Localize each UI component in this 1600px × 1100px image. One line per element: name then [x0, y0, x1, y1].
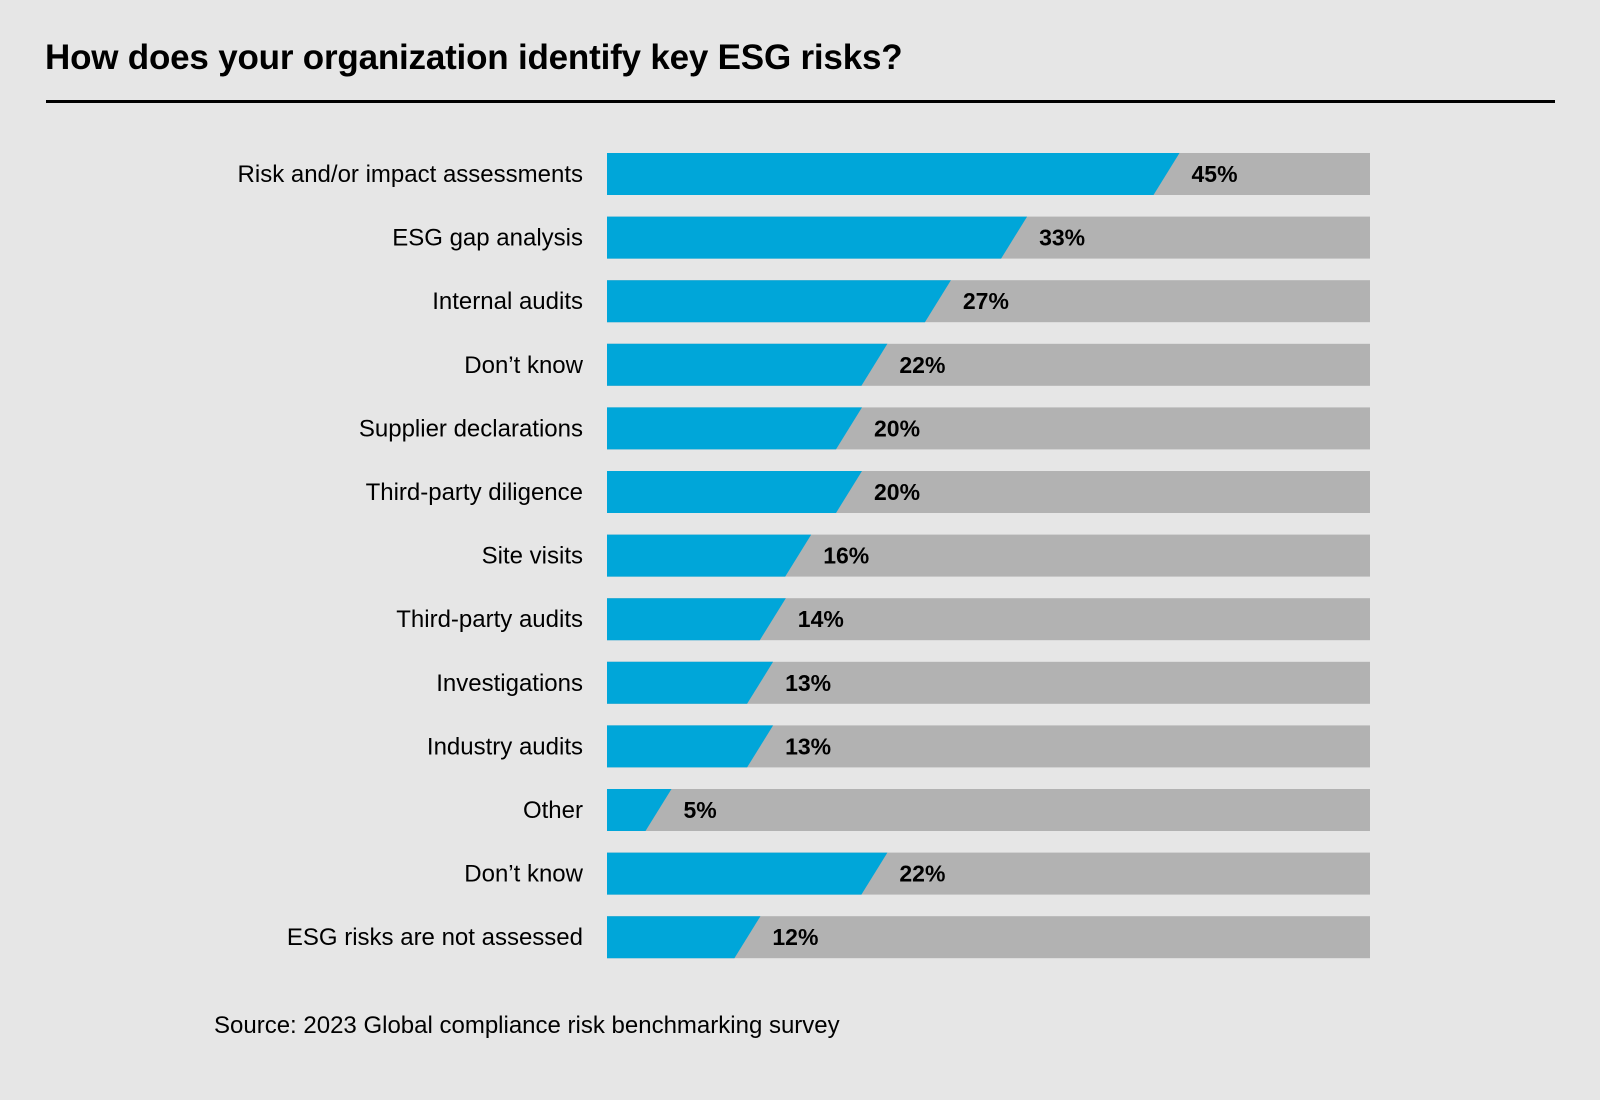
chart-title: How does your organization identify key … — [45, 38, 903, 77]
value-label: 20% — [874, 415, 920, 441]
bar — [607, 153, 1180, 195]
value-label: 45% — [1192, 161, 1238, 187]
bar — [607, 343, 888, 386]
category-label: Risk and/or impact assessments — [238, 161, 583, 188]
category-label: Supplier declarations — [359, 415, 583, 442]
value-label: 5% — [684, 797, 717, 823]
bar — [607, 407, 862, 450]
value-label: 22% — [899, 352, 945, 378]
bar — [607, 725, 774, 768]
value-label: 12% — [772, 924, 818, 950]
bar — [607, 534, 812, 577]
bar-row: Risk and/or impact assessments 45% — [238, 153, 1370, 195]
value-label: 16% — [823, 543, 869, 569]
bar — [607, 789, 672, 831]
bar-row: Don’t know 22% — [464, 343, 1370, 386]
bar-row: Third-party audits 14% — [396, 598, 1370, 641]
category-label: Third-party audits — [396, 606, 583, 633]
value-label: 14% — [798, 606, 844, 632]
value-label: 33% — [1039, 225, 1085, 251]
bar-row: Third-party diligence 20% — [366, 471, 1370, 513]
bar-track — [607, 789, 1370, 831]
category-label: Third-party diligence — [366, 479, 583, 506]
bar-row: ESG risks are not assessed 12% — [287, 916, 1370, 959]
bar — [607, 661, 774, 704]
category-label: ESG risks are not assessed — [287, 924, 583, 951]
bar-row: Site visits 16% — [482, 534, 1370, 577]
category-label: Investigations — [436, 670, 583, 697]
bar-row: Industry audits 13% — [427, 725, 1370, 768]
title-divider — [46, 100, 1555, 103]
value-label: 20% — [874, 479, 920, 505]
category-label: Industry audits — [427, 733, 583, 760]
category-label: Internal audits — [432, 288, 583, 315]
bar — [607, 280, 951, 323]
bar — [607, 216, 1028, 259]
category-label: Site visits — [482, 543, 583, 570]
bar-row: Investigations 13% — [436, 661, 1370, 704]
value-label: 27% — [963, 288, 1009, 314]
bar-row: Internal audits 27% — [432, 280, 1370, 323]
bar — [607, 598, 786, 641]
value-label: 22% — [899, 861, 945, 887]
source-note: Source: 2023 Global compliance risk benc… — [214, 1012, 840, 1039]
category-label: Other — [523, 797, 583, 824]
value-label: 13% — [785, 670, 831, 696]
category-label: ESG gap analysis — [392, 225, 583, 252]
bar — [607, 916, 761, 959]
bar-row: ESG gap analysis 33% — [392, 216, 1370, 259]
category-label: Don’t know — [464, 861, 583, 888]
bar-row: Don’t know 22% — [464, 852, 1370, 895]
bar-row: Supplier declarations 20% — [359, 407, 1370, 450]
bar-row: Other 5% — [523, 789, 1370, 831]
value-label: 13% — [785, 733, 831, 759]
bar — [607, 852, 888, 895]
bar — [607, 471, 862, 513]
category-label: Don’t know — [464, 352, 583, 379]
